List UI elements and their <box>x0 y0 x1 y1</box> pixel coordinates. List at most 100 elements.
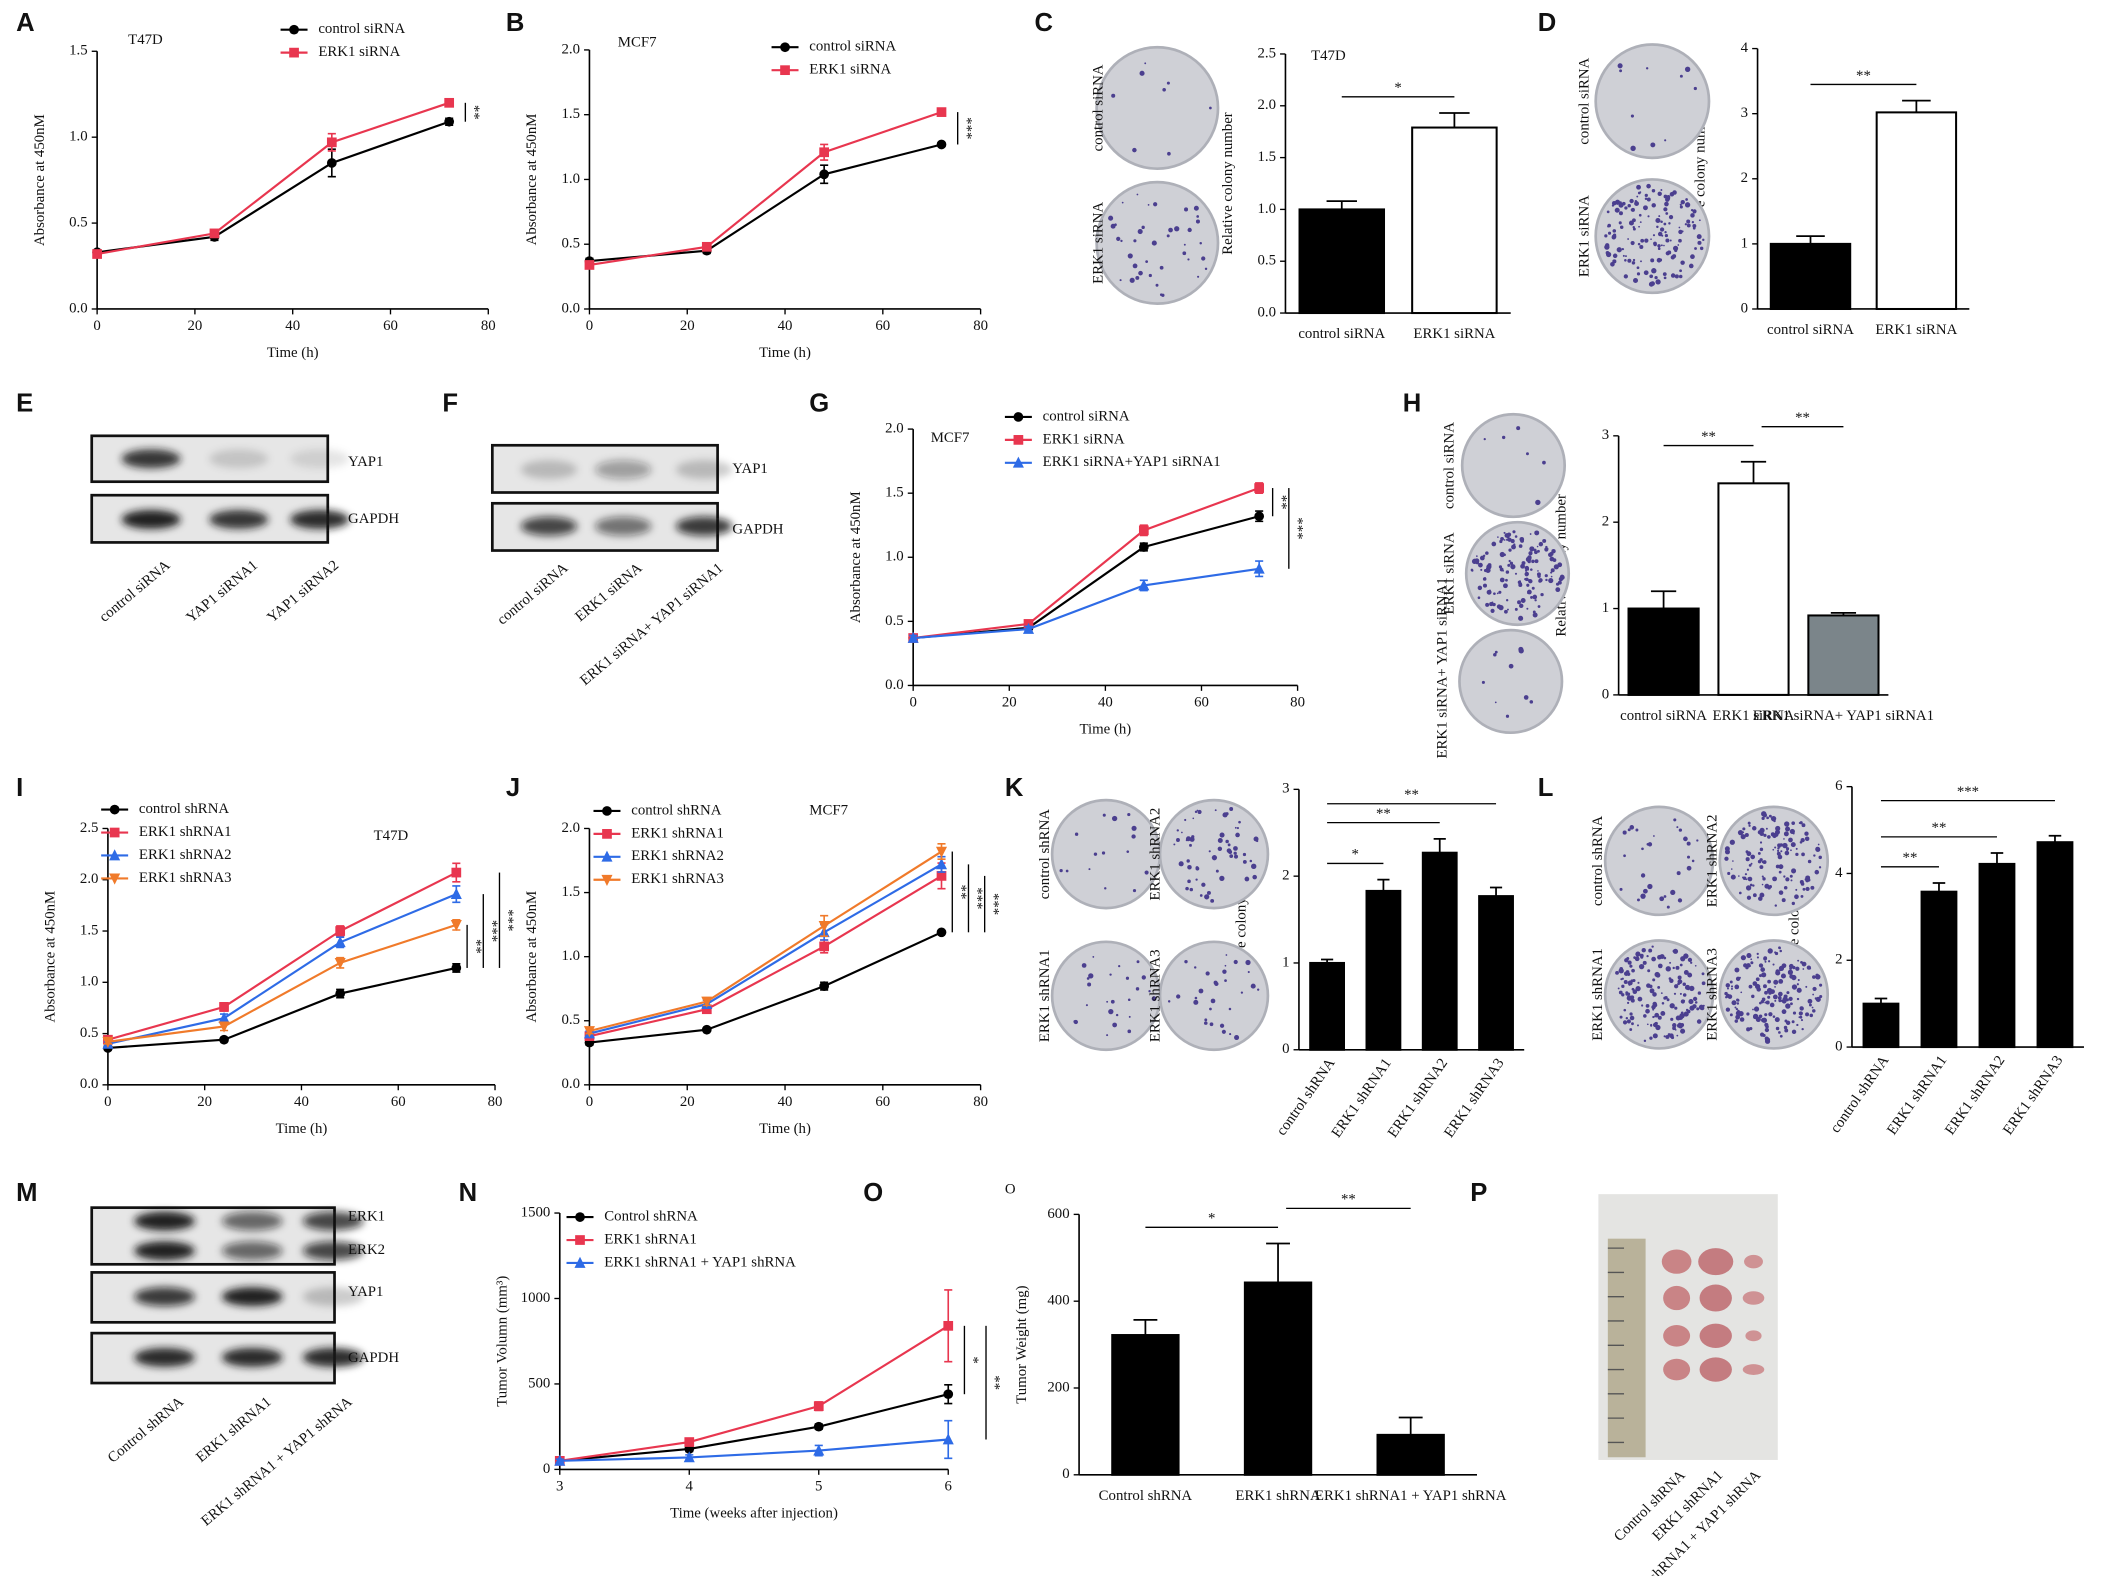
colony <box>1639 953 1644 958</box>
legend-marker <box>1012 456 1024 468</box>
colony <box>1504 533 1510 538</box>
y-tick-label: 6 <box>1835 778 1842 794</box>
colony <box>1638 225 1640 228</box>
colony <box>1638 213 1642 217</box>
x-tick-label: 80 <box>973 318 988 334</box>
colony <box>1683 999 1686 1002</box>
colony <box>1799 840 1803 844</box>
colony <box>1144 870 1149 875</box>
y-tick-label: 0.5 <box>1257 253 1276 269</box>
colony <box>1740 955 1747 961</box>
tumor <box>1699 1284 1732 1312</box>
significance-label: ** <box>1856 68 1871 84</box>
band-label: ERK2 <box>348 1242 385 1258</box>
colony <box>1687 972 1693 978</box>
colony <box>1672 190 1677 195</box>
colony <box>1651 188 1656 193</box>
colony <box>1233 846 1238 851</box>
error-bar <box>1796 235 1825 244</box>
colony <box>1115 1013 1119 1017</box>
colony <box>1127 998 1131 1001</box>
x-tick-label: 80 <box>488 1094 503 1110</box>
colony <box>1632 218 1636 223</box>
legend-marker <box>780 65 790 76</box>
colony <box>1677 979 1683 985</box>
colony <box>1752 884 1755 887</box>
marker <box>907 631 919 643</box>
colony <box>1108 215 1114 221</box>
colony <box>1492 602 1496 607</box>
y-tick-label: 1.0 <box>885 549 904 565</box>
colony <box>1635 828 1639 832</box>
colony <box>1647 842 1653 847</box>
marker <box>701 1004 712 1015</box>
colony <box>1523 695 1529 700</box>
colony <box>1807 998 1813 1004</box>
marker <box>819 147 830 158</box>
colony <box>1235 832 1240 838</box>
colony <box>1606 210 1610 214</box>
colony <box>1206 890 1211 895</box>
colony <box>1677 898 1683 903</box>
colony <box>1647 215 1650 218</box>
blot-band <box>302 1347 364 1367</box>
colony <box>1139 70 1145 76</box>
colony <box>1518 615 1524 621</box>
colony <box>1790 1002 1793 1006</box>
colony <box>1657 954 1662 960</box>
colony <box>1701 972 1705 976</box>
colony <box>1778 947 1781 950</box>
marker <box>684 1437 695 1447</box>
colony <box>1073 1019 1079 1025</box>
legend-marker <box>575 1235 585 1245</box>
colony-dish <box>1050 940 1162 1052</box>
y-tick-label: 1.5 <box>1257 149 1276 165</box>
colony <box>1493 653 1497 657</box>
y-tick-label: 2.0 <box>80 871 99 887</box>
colony <box>1738 976 1741 979</box>
colony <box>1242 852 1247 857</box>
y-tick-label: 4 <box>1741 40 1749 56</box>
colony <box>1735 1014 1741 1020</box>
significance-label: *** <box>985 893 1001 915</box>
colony <box>1691 859 1695 863</box>
colony <box>1224 964 1227 967</box>
colony <box>1791 821 1796 826</box>
dish-label: control siRNA <box>1091 64 1107 151</box>
colony <box>1767 995 1771 999</box>
x-tick-label: 4 <box>686 1478 694 1494</box>
colony <box>1730 985 1734 988</box>
legend-marker <box>109 873 121 885</box>
colony <box>1636 184 1641 190</box>
colony <box>1508 559 1511 563</box>
x-axis-label: Time (h) <box>1079 721 1131 737</box>
colony <box>1118 964 1121 968</box>
marker <box>942 1433 954 1445</box>
colony <box>1648 948 1653 953</box>
colony <box>1490 608 1495 613</box>
colony <box>1233 854 1239 859</box>
colony <box>1781 898 1786 903</box>
colony <box>1677 975 1682 980</box>
colony <box>1211 855 1218 861</box>
colony <box>1750 958 1753 961</box>
colony <box>1644 238 1649 243</box>
colony <box>1674 248 1678 253</box>
dish-label: ERK1 siRNA <box>1576 195 1592 277</box>
colony <box>1665 212 1669 215</box>
colony <box>1204 267 1208 271</box>
colony <box>1532 594 1538 600</box>
colony <box>1618 990 1623 995</box>
y-tick-label: 1.5 <box>561 884 580 900</box>
colony <box>1629 1028 1633 1031</box>
colony <box>1244 876 1250 882</box>
colony <box>1546 547 1549 550</box>
colony <box>1195 878 1198 881</box>
legend-marker <box>574 1256 586 1268</box>
colony <box>1653 241 1657 246</box>
chart-title: T47D <box>374 828 409 844</box>
x-tick-label: 20 <box>680 318 695 334</box>
colony <box>1550 568 1555 573</box>
colony <box>1650 238 1652 240</box>
colony <box>1757 830 1763 835</box>
